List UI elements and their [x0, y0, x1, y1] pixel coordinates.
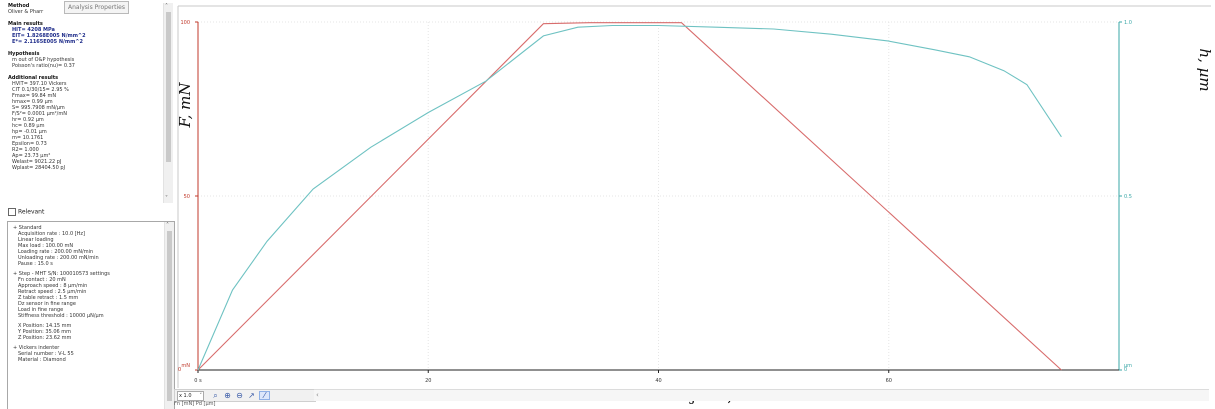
- analysis-properties-tooltip: Analysis Properties: [64, 1, 129, 14]
- property-line: Unloading rate : 200.00 mN/min: [18, 255, 99, 261]
- additional-result-line: hr= 0.92 µm: [12, 117, 44, 123]
- method-value: Oliver & Pharr: [8, 9, 44, 15]
- additional-result-line: Welast= 9021.22 pJ: [12, 159, 62, 165]
- properties-panel: + Standard Acquisition rate : 10.0 [Hz] Li…: [7, 221, 175, 409]
- x-tick-label: 20: [425, 378, 431, 384]
- hypothesis-title: Hypothesis: [8, 51, 40, 57]
- x-tick-label: 0 s: [194, 378, 202, 384]
- relevant-checkbox[interactable]: [8, 208, 16, 216]
- additional-result-line: Fmax= 99.84 mN: [12, 93, 57, 99]
- property-line: Fn contact : 20 mN: [18, 277, 66, 283]
- main-results-title: Main results: [8, 21, 43, 27]
- property-line: Linear loading: [18, 237, 54, 243]
- additional-results-title: Additional results: [8, 75, 59, 81]
- scroll-left-icon[interactable]: ‹: [316, 391, 319, 399]
- additional-result-line: hc= 0.89 µm: [12, 123, 45, 129]
- property-line: Material : Diamond: [18, 357, 66, 363]
- scroll-up-icon[interactable]: ˄: [166, 222, 169, 229]
- properties-list: + Standard Acquisition rate : 10.0 [Hz] Li…: [13, 225, 163, 367]
- x-tick-label: 60: [886, 378, 892, 384]
- zoom-select[interactable]: x 1.0 ˅: [177, 391, 204, 401]
- relevant-checkbox-row[interactable]: Relevant: [8, 208, 44, 216]
- zoom-fit-icon[interactable]: ⌕: [213, 391, 218, 400]
- left-y-axis-title: F, mN: [176, 82, 194, 129]
- property-line: Pause : 15.0 s: [18, 261, 53, 267]
- chart-area: mN 50 100 0 µm 0.5 1.0 0 0 s 20 40 60 F, mN h, µm: [174, 0, 1215, 408]
- additional-result-line: R2= 1.000: [12, 147, 39, 153]
- relevant-label: Relevant: [18, 208, 45, 216]
- main-result-estar: E*= 2.1165E005 N/mm^2: [12, 39, 83, 45]
- hypothesis-line: m out of O&P hypothesis: [12, 57, 75, 63]
- property-line: Load in fine range: [18, 307, 64, 313]
- additional-result-line: hp= -0.01 µm: [12, 129, 47, 135]
- property-line: Acquisition rate : 10.0 [Hz]: [18, 231, 86, 237]
- additional-result-line: m= 10.1761: [12, 135, 44, 141]
- right-y-axis-title: h, µm: [1196, 48, 1214, 91]
- right-y-tick-label: 0.5: [1124, 194, 1132, 200]
- property-line: Max load : 100.00 mN: [18, 243, 74, 249]
- property-line: Dz sensor in fine range: [18, 301, 76, 307]
- property-line: X Position: 14.15 mm: [18, 323, 72, 329]
- property-line: Approach speed : 8 µm/min: [18, 283, 88, 289]
- additional-result-line: Ap= 23.73 µm²: [12, 153, 51, 159]
- scroll-up-icon[interactable]: ˄: [165, 3, 168, 10]
- cursor-tool-icon[interactable]: ↗: [248, 391, 255, 400]
- zoom-in-icon[interactable]: ⊕: [224, 391, 231, 400]
- properties-scrollbar[interactable]: ˄: [164, 222, 174, 409]
- chart-toolbar: x 1.0 ˅ ⌕ ⊕ ⊖ ↗ ⁄: [174, 389, 316, 402]
- main-result-eit: EIT= 1.8268E005 N/mm^2: [12, 33, 86, 39]
- property-line: Z table retract : 1.5 mm: [18, 295, 79, 301]
- left-y-zero-label: 0: [178, 367, 181, 373]
- results-scrollbar[interactable]: ˄ ˅: [163, 3, 173, 203]
- additional-result-line: Epsilon= 0.73: [12, 141, 47, 147]
- main-result-hit: HIT= 4208 MPa: [12, 27, 55, 33]
- additional-result-line: Wplast= 28404.50 pJ: [12, 165, 66, 171]
- property-line: Y Position: 35.06 mm: [18, 329, 72, 335]
- property-group-header[interactable]: + Standard: [13, 225, 42, 231]
- scrollbar-thumb[interactable]: [166, 12, 171, 162]
- property-group: + Standard Acquisition rate : 10.0 [Hz] Li…: [13, 225, 163, 267]
- additional-result-line: CIT 0.1/30/15= 2.95 %: [12, 87, 69, 93]
- scroll-down-icon[interactable]: ˅: [165, 195, 168, 202]
- property-line: Serial number : V-L 55: [18, 351, 74, 357]
- property-line: Retract speed : 2.5 µm/min: [18, 289, 87, 295]
- method-title: Method: [8, 3, 30, 9]
- additional-result-line: S= 995.7908 mN/µm: [12, 105, 65, 111]
- additional-result-line: HVIT= 397.10 Vickers: [12, 81, 67, 87]
- right-y-zero-label: 0: [1124, 367, 1127, 373]
- property-line: Z Position: 23.62 mm: [18, 335, 72, 341]
- property-group-header[interactable]: + Step - MHT S/N: 100010573 settings: [13, 271, 110, 277]
- status-bar: Fn [mN] Pd [µm]: [174, 401, 216, 407]
- left-panel: Method Oliver & Pharr Main results HIT= …: [0, 0, 175, 409]
- property-group-header[interactable]: + Vickers indenter: [13, 345, 60, 351]
- line-tool-icon[interactable]: ⁄: [259, 391, 270, 400]
- additional-result-line: F/S²= 0.0001 µm²/mN: [12, 111, 67, 117]
- chart-horizontal-scrollbar[interactable]: ‹: [314, 389, 1209, 401]
- property-group: + Vickers indenter Serial number : V-L 55…: [13, 345, 163, 363]
- additional-result-line: hmax= 0.99 µm: [12, 99, 53, 105]
- left-y-tick-label: 50: [184, 194, 190, 200]
- zoom-value: x 1.0: [179, 393, 192, 399]
- x-tick-label: 40: [655, 378, 661, 384]
- left-y-tick-label: mN: [181, 363, 190, 369]
- depth-series-line: [197, 24, 1062, 371]
- chevron-down-icon: ˅: [199, 393, 203, 399]
- zoom-out-icon[interactable]: ⊖: [236, 391, 243, 400]
- additional-results-list: HVIT= 397.10 Vickers CIT 0.1/30/15= 2.95 …: [8, 81, 165, 171]
- scrollbar-thumb[interactable]: [167, 231, 172, 401]
- property-line: Stiffness threshold : 10000 µN/µm: [18, 313, 104, 319]
- right-y-tick-label: µm: [1124, 363, 1132, 369]
- property-line: Loading rate : 200.00 mN/min: [18, 249, 94, 255]
- results-panel: Method Oliver & Pharr Main results HIT= …: [8, 3, 165, 203]
- property-group: X Position: 14.15 mm Y Position: 35.06 mm…: [13, 323, 163, 341]
- hypothesis-line: Poisson's ratio(nu)= 0.37: [12, 63, 75, 69]
- left-y-tick-label: 100: [180, 20, 190, 26]
- property-group: + Step - MHT S/N: 100010573 settings Fn c…: [13, 271, 163, 319]
- right-y-tick-label: 1.0: [1124, 20, 1132, 26]
